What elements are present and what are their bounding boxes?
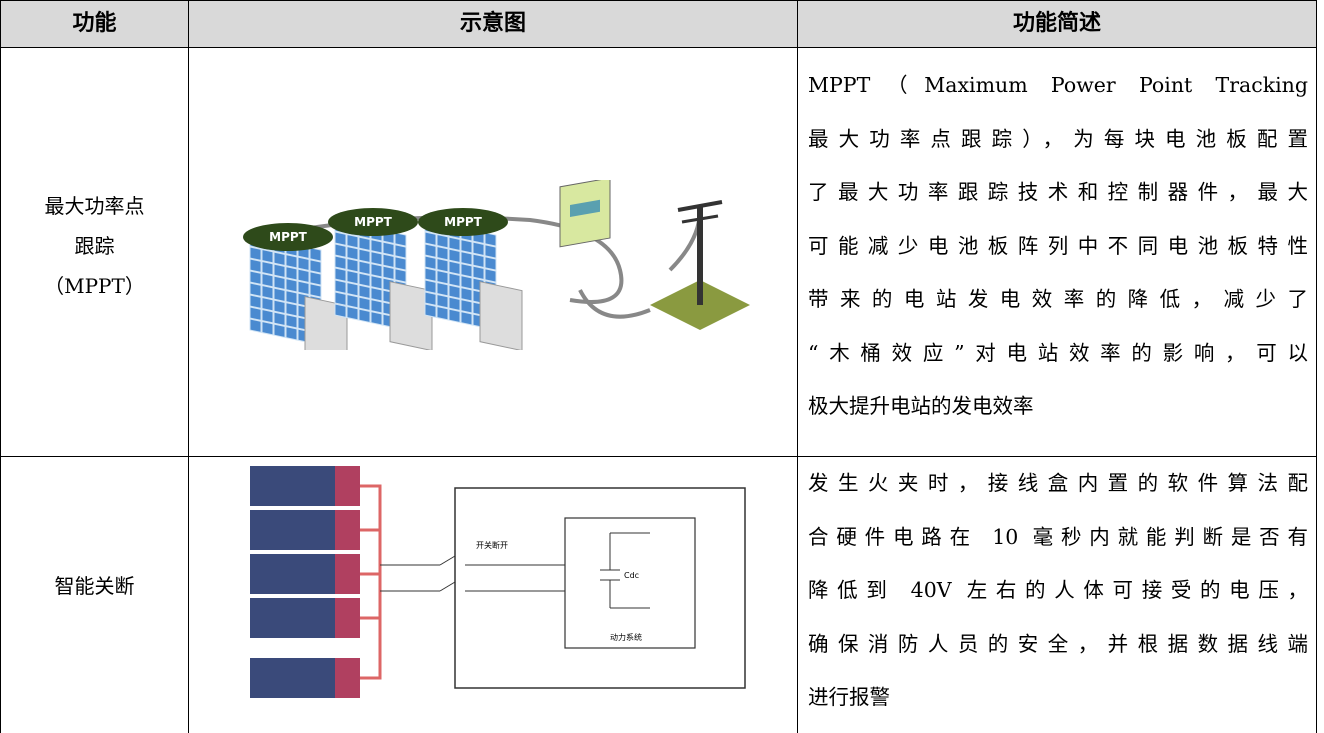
function-line: （MPPT） <box>44 274 145 298</box>
rule <box>0 0 1317 1</box>
header-cell: 示意图 <box>459 11 526 36</box>
description-line: 最大功率点跟踪），为每块电池板配置 <box>808 126 1308 151</box>
solar-panel <box>249 234 348 350</box>
description-line: 发生火夹时，接线盒内置的软件算法配 <box>808 471 1308 495</box>
shutdown-diagram: 开关断开 Cdc 动力系统 <box>250 466 746 698</box>
diagram-label: MPPT <box>269 230 308 244</box>
solar-panel <box>334 219 433 350</box>
rule <box>797 0 798 733</box>
header-cell: 功能 <box>72 11 117 36</box>
description-line: 了最大功率跟踪技术和控制器件，最大 <box>808 180 1308 204</box>
diagram-label: MPPT <box>444 215 483 229</box>
function-line: 跟踪 <box>74 234 115 258</box>
rule <box>0 456 1317 457</box>
description-line: 合硬件电路在 10 毫秒内就能判断是否有 <box>808 524 1308 549</box>
function-cell: 智能关断 <box>1 566 188 606</box>
solar-panel <box>424 219 523 350</box>
header-bg <box>798 1 1316 47</box>
function-line: 智能关断 <box>54 574 135 598</box>
description-line: 确保消防人员的安全，并根据数据线端 <box>808 631 1308 656</box>
diagram-label: Cdc <box>624 571 639 580</box>
rule <box>1316 0 1317 733</box>
diagram-label: 动力系统 <box>610 632 642 642</box>
function-cell: 最大功率点跟踪 （MPPT） <box>1 186 188 306</box>
diagram-label: MPPT <box>354 215 393 229</box>
description-line: 进行报警 <box>808 685 890 709</box>
description-line: 可能减少电池板阵列中不同电池板特性 <box>808 233 1308 258</box>
diagram-label: 开关断开 <box>476 540 508 550</box>
function-line: 最大功率点 <box>44 194 145 218</box>
cloud <box>243 223 333 251</box>
mppt-diagram: MPPT MPPT MPPT <box>243 180 750 350</box>
description-line: MPPT（Maximum Power Point Tracking <box>808 73 1308 97</box>
cloud <box>328 208 418 236</box>
rule <box>0 0 1 733</box>
rule <box>0 47 1317 48</box>
description-cell: 发生火夹时，接线盒内置的软件算法配 合硬件电路在 10 毫秒内就能判断是否有 降低到… <box>808 457 1308 725</box>
description-line: 带来的电站发电效率的降低，减少了 <box>808 287 1308 311</box>
cloud <box>418 208 508 236</box>
description-line: “木桶效应”对电站效率的影响，可以 <box>808 340 1308 365</box>
description-line: 极大提升电站的发电效率 <box>808 394 1034 418</box>
description-line: 降低到 40V 左右的人体可接受的电压， <box>808 578 1308 602</box>
rule <box>188 0 189 733</box>
header-cell: 功能简述 <box>1012 11 1101 36</box>
header-bg <box>189 1 797 47</box>
description-cell: MPPT（Maximum Power Point Tracking 最大功率点跟踪… <box>808 59 1308 434</box>
header-bg <box>1 1 188 47</box>
